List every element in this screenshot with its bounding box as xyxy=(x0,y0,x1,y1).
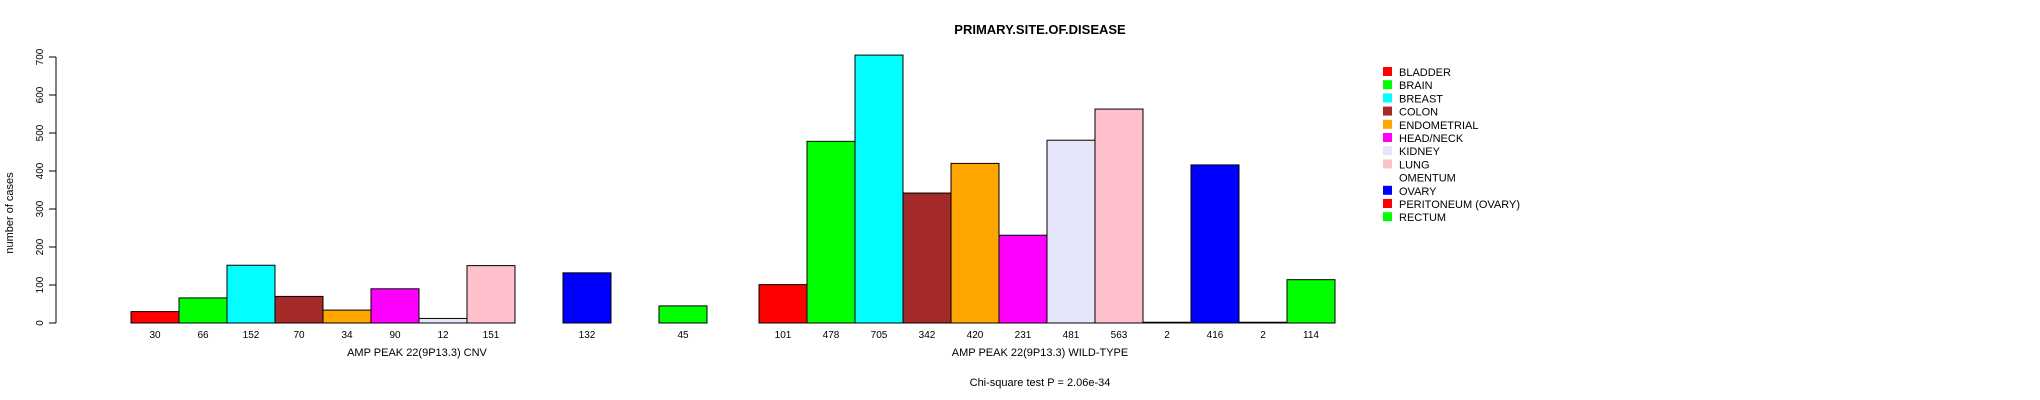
value-label-cnv-brain: 66 xyxy=(197,330,209,341)
legend-label-peritoneum-ovary: PERITONEUM (OVARY) xyxy=(1399,199,1520,211)
value-label-cnv-breast: 152 xyxy=(243,330,260,341)
bar-cnv-colon xyxy=(274,295,324,324)
value-label-wild-type-bladder: 101 xyxy=(775,330,792,341)
bar-cnv-lung xyxy=(466,265,516,324)
bar-cnv-endometrial xyxy=(322,309,372,324)
legend-swatch-breast xyxy=(1383,93,1392,103)
value-label-cnv-colon: 70 xyxy=(293,330,305,341)
y-axis-label: number of cases xyxy=(4,172,16,254)
y-tick-label: 700 xyxy=(35,48,46,65)
y-tick-label: 300 xyxy=(35,200,46,217)
chart-title: PRIMARY.SITE.OF.DISEASE xyxy=(954,22,1126,37)
legend-label-lung: LUNG xyxy=(1399,159,1430,171)
value-label-wild-type-colon: 342 xyxy=(919,330,936,341)
value-label-wild-type-ovary: 416 xyxy=(1207,330,1224,341)
bar-wild-type-brain xyxy=(806,140,856,324)
group-label-wild-type: AMP PEAK 22(9P13.3) WILD-TYPE xyxy=(952,347,1128,359)
legend-swatch-lung xyxy=(1383,159,1392,169)
legend-swatch-ovary xyxy=(1383,185,1392,195)
bar-cnv-brain xyxy=(178,297,228,324)
legend-swatch-endometrial xyxy=(1383,119,1392,129)
bar-wild-type-head-neck xyxy=(998,234,1048,324)
value-label-wild-type-lung: 563 xyxy=(1111,330,1128,341)
bar-cnv-head-neck xyxy=(370,288,420,324)
bars xyxy=(130,54,1336,324)
legend-label-brain: BRAIN xyxy=(1399,80,1433,92)
bar-wild-type-bladder xyxy=(758,284,808,324)
y-tick-label: 600 xyxy=(35,86,46,103)
legend-swatch-bladder xyxy=(1383,67,1392,76)
y-tick-label: 100 xyxy=(35,276,46,293)
legend-label-bladder: BLADDER xyxy=(1399,67,1451,79)
value-label-wild-type-endometrial: 420 xyxy=(967,330,984,341)
value-label-wild-type-brain: 478 xyxy=(823,330,840,341)
legend-label-kidney: KIDNEY xyxy=(1399,146,1441,158)
value-label-wild-type-peritoneum-ovary: 2 xyxy=(1260,330,1266,341)
bar-cnv-rectum xyxy=(658,305,708,324)
bar-cnv-ovary xyxy=(562,272,612,324)
bar-wild-type-kidney xyxy=(1046,139,1096,324)
bar-wild-type-ovary xyxy=(1190,164,1240,324)
legend-swatch-colon xyxy=(1383,106,1392,116)
legend-swatch-head-neck xyxy=(1383,133,1392,142)
legend-swatch-kidney xyxy=(1383,146,1392,156)
legend-label-endometrial: ENDOMETRIAL xyxy=(1399,120,1478,132)
bar-wild-type-lung xyxy=(1094,108,1144,324)
bar-cnv-bladder xyxy=(130,311,180,324)
bar-cnv-breast xyxy=(226,264,276,324)
value-label-wild-type-rectum: 114 xyxy=(1303,330,1319,341)
bar-wild-type-breast xyxy=(854,54,904,324)
bar-wild-type-peritoneum-ovary xyxy=(1238,321,1288,324)
value-label-wild-type-head-neck: 231 xyxy=(1015,330,1032,341)
value-label-cnv-rectum: 45 xyxy=(677,330,689,341)
value-label-wild-type-breast: 705 xyxy=(871,330,888,341)
value-label-wild-type-kidney: 481 xyxy=(1063,330,1080,341)
bar-wild-type-rectum xyxy=(1286,279,1336,324)
y-axis: 0 100 200 300 400 500 600 700 xyxy=(35,48,57,326)
bar-wild-type-omentum xyxy=(1142,321,1192,324)
legend-swatch-rectum xyxy=(1383,212,1392,222)
legend-label-head-neck: HEAD/NECK xyxy=(1399,133,1464,145)
legend-label-ovary: OVARY xyxy=(1399,186,1437,198)
value-label-cnv-lung: 151 xyxy=(483,330,500,341)
y-tick-label: 200 xyxy=(35,238,46,255)
legend-label-omentum: OMENTUM xyxy=(1399,173,1456,185)
value-label-cnv-head-neck: 90 xyxy=(389,330,401,341)
legend-swatch-brain xyxy=(1383,80,1392,90)
chi-square-footnote: Chi-square test P = 2.06e-34 xyxy=(970,377,1111,389)
value-labels: 30 66 152 70 34 90 12 151 132 45 101 478 705 342 420 23… xyxy=(149,330,1319,341)
legend-swatch-omentum xyxy=(1383,172,1392,182)
value-label-cnv-endometrial: 34 xyxy=(341,330,353,341)
y-ticks: 0 100 200 300 400 500 600 700 xyxy=(35,48,56,326)
y-tick-label: 500 xyxy=(35,124,46,141)
value-label-cnv-bladder: 30 xyxy=(149,330,161,341)
y-tick-label: 400 xyxy=(35,162,46,179)
legend-label-colon: COLON xyxy=(1399,107,1438,119)
legend-label-breast: BREAST xyxy=(1399,93,1443,105)
bar-wild-type-colon xyxy=(902,192,952,324)
bar-cnv-kidney xyxy=(418,317,468,324)
legend-label-rectum: RECTUM xyxy=(1399,212,1446,224)
value-label-cnv-kidney: 12 xyxy=(437,330,449,341)
bar-wild-type-endometrial xyxy=(950,162,1000,324)
y-tick-label: 0 xyxy=(35,320,46,326)
legend-swatch-peritoneum-ovary xyxy=(1383,199,1392,208)
value-label-cnv-ovary: 132 xyxy=(579,330,596,341)
group-label-cnv: AMP PEAK 22(9P13.3) CNV xyxy=(347,347,487,359)
value-label-wild-type-omentum: 2 xyxy=(1164,330,1170,341)
